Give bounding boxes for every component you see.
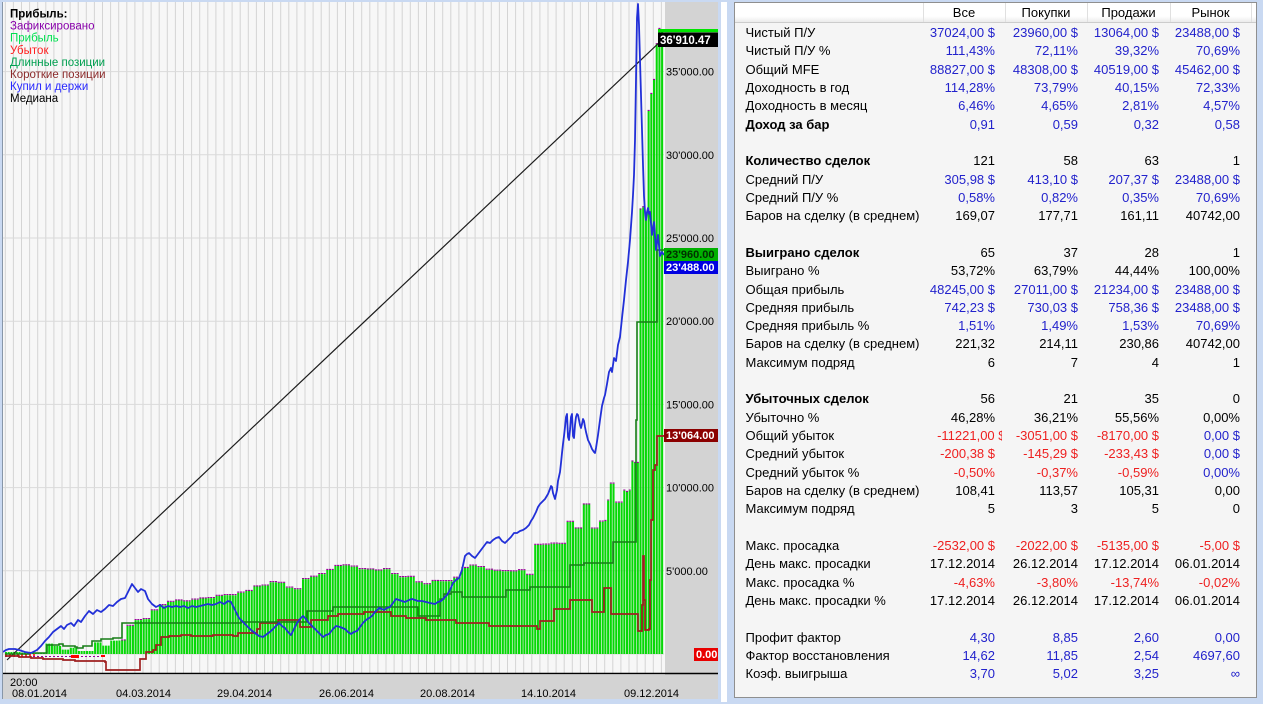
svg-text:23'960.00: 23'960.00 bbox=[666, 249, 715, 261]
svg-text:0.00: 0.00 bbox=[696, 649, 717, 661]
svg-text:14.10.2014: 14.10.2014 bbox=[521, 688, 576, 699]
svg-text:29.04.2014: 29.04.2014 bbox=[217, 688, 272, 699]
svg-text:25'000.00: 25'000.00 bbox=[666, 233, 714, 245]
svg-text:20:00: 20:00 bbox=[10, 677, 38, 689]
svg-text:09.12.2014: 09.12.2014 bbox=[624, 688, 679, 699]
svg-text:Медиана: Медиана bbox=[10, 93, 59, 105]
svg-text:10'000.00: 10'000.00 bbox=[666, 483, 714, 495]
svg-text:5'000.00: 5'000.00 bbox=[666, 566, 708, 578]
svg-text:20'000.00: 20'000.00 bbox=[666, 316, 714, 328]
svg-text:23'488.00: 23'488.00 bbox=[666, 262, 715, 274]
svg-text:26.06.2014: 26.06.2014 bbox=[319, 688, 374, 699]
svg-text:Убыток: Убыток bbox=[10, 45, 49, 57]
svg-text:13'064.00: 13'064.00 bbox=[666, 430, 715, 442]
svg-text:Зафиксировано: Зафиксировано bbox=[10, 21, 94, 33]
svg-text:15'000.00: 15'000.00 bbox=[666, 399, 714, 411]
svg-text:08.01.2014: 08.01.2014 bbox=[12, 688, 67, 699]
svg-text:04.03.2014: 04.03.2014 bbox=[116, 688, 171, 699]
svg-text:Короткие позиции: Короткие позиции bbox=[10, 69, 106, 81]
svg-text:35'000.00: 35'000.00 bbox=[666, 67, 714, 79]
svg-text:Прибыль: Прибыль bbox=[10, 33, 59, 45]
svg-text:Длинные позиции: Длинные позиции bbox=[10, 57, 105, 69]
svg-text:20.08.2014: 20.08.2014 bbox=[420, 688, 475, 699]
svg-text:Купил и держи: Купил и держи bbox=[10, 81, 88, 93]
svg-text:Прибыль:: Прибыль: bbox=[10, 9, 68, 21]
svg-text:30'000.00: 30'000.00 bbox=[666, 150, 714, 162]
svg-text:36'910.47: 36'910.47 bbox=[660, 35, 711, 47]
